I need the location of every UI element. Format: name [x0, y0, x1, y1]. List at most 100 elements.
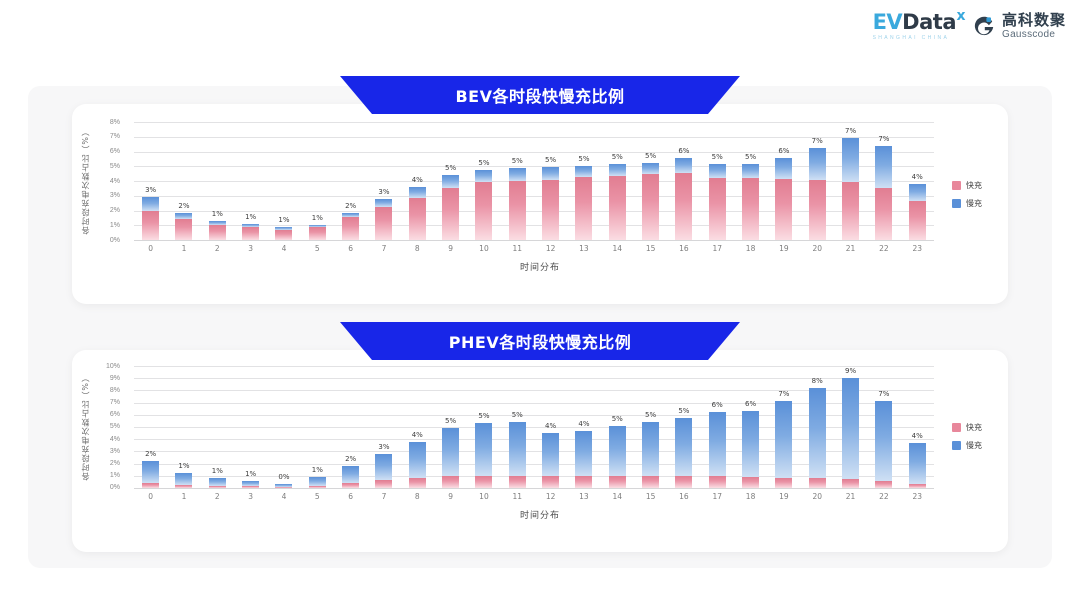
y-tick: 5% — [109, 423, 120, 431]
bar-column[interactable]: 7% — [834, 122, 867, 240]
bar-column[interactable]: 2% — [334, 122, 367, 240]
bar-column[interactable]: 5% — [501, 122, 534, 240]
grid-line — [134, 439, 934, 441]
bar-column[interactable]: 9% — [834, 366, 867, 488]
bar-column[interactable]: 1% — [201, 366, 234, 488]
bar-column[interactable]: 6% — [701, 366, 734, 488]
bar-value-label: 8% — [811, 376, 823, 385]
bar-segment-fast-charge — [642, 173, 660, 240]
bar-column[interactable]: 1% — [234, 366, 267, 488]
bar-value-label: 5% — [745, 153, 757, 162]
bar-column[interactable]: 7% — [801, 122, 834, 240]
bar-column[interactable]: 6% — [767, 122, 800, 240]
bar-column[interactable]: 1% — [167, 366, 200, 488]
bar-column[interactable]: 2% — [167, 122, 200, 240]
bar-stack — [708, 412, 726, 488]
bar-value-label: 1% — [245, 469, 257, 478]
x-tick: 8 — [414, 492, 420, 501]
bar-column[interactable]: 3% — [367, 122, 400, 240]
x-tick: 10 — [479, 492, 489, 501]
grid-line — [134, 225, 934, 227]
bar-stack — [775, 158, 793, 240]
bar-column[interactable]: 5% — [434, 366, 467, 488]
page-card: BEV各时段快慢充比例 各时段充电次数占比（%） 8% 7% 6% 5% 4% 3% 2% 1%… — [28, 76, 1052, 568]
bar-column[interactable]: 5% — [734, 122, 767, 240]
bar-value-label: 1% — [245, 212, 257, 221]
bar-column[interactable]: 5% — [434, 122, 467, 240]
bar-segment-fast-charge — [442, 476, 460, 488]
y-tick: 1% — [109, 472, 120, 480]
legend-item[interactable]: 快充 — [952, 422, 982, 433]
bar-column[interactable]: 5% — [467, 366, 500, 488]
legend-item[interactable]: 慢充 — [952, 440, 982, 451]
bar-stack — [842, 377, 860, 488]
y-tick: 3% — [109, 192, 120, 200]
bar-value-label: 5% — [478, 158, 490, 167]
bar-column[interactable]: 5% — [534, 122, 567, 240]
bar-value-label: 6% — [745, 399, 757, 408]
bar-segment-slow-charge — [575, 431, 593, 477]
x-tick: 6 — [348, 244, 354, 253]
bar-column[interactable]: 3% — [367, 366, 400, 488]
bar-column[interactable]: 4% — [567, 366, 600, 488]
bar-segment-fast-charge — [708, 178, 726, 240]
x-tick: 0 — [148, 244, 154, 253]
bar-column[interactable]: 4% — [901, 366, 934, 488]
bar-column[interactable]: 1% — [301, 122, 334, 240]
bar-value-label: 5% — [511, 157, 523, 166]
bar-column[interactable]: 7% — [767, 366, 800, 488]
bar-column[interactable]: 4% — [401, 122, 434, 240]
x-tick: 16 — [679, 244, 689, 253]
bar-stack — [208, 478, 226, 488]
bar-segment-fast-charge — [908, 484, 926, 488]
bar-value-label: 5% — [445, 164, 457, 173]
bar-segment-slow-charge — [675, 417, 693, 476]
x-tick: 0 — [148, 492, 154, 501]
bar-column[interactable]: 4% — [901, 122, 934, 240]
bar-column[interactable]: 5% — [601, 122, 634, 240]
chart-block-bev: BEV各时段快慢充比例 各时段充电次数占比（%） 8% 7% 6% 5% 4% 3% 2% 1%… — [28, 76, 1052, 316]
bar-column[interactable]: 1% — [234, 122, 267, 240]
legend-swatch-icon — [952, 181, 961, 190]
bar-column[interactable]: 0% — [267, 366, 300, 488]
x-tick: 18 — [745, 492, 756, 501]
legend-item[interactable]: 快充 — [952, 180, 982, 191]
chart-card-bev: 各时段充电次数占比（%） 8% 7% 6% 5% 4% 3% 2% 1% 0% 3% 2% 1% 1% 1%… — [72, 104, 1008, 304]
bar-value-label: 2% — [345, 201, 357, 210]
bar-column[interactable]: 5% — [634, 122, 667, 240]
bar-stack — [475, 423, 493, 488]
bar-column[interactable]: 1% — [267, 122, 300, 240]
bar-column[interactable]: 5% — [467, 122, 500, 240]
bar-column[interactable]: 2% — [334, 366, 367, 488]
legend-item[interactable]: 慢充 — [952, 198, 982, 209]
bar-column[interactable]: 5% — [634, 366, 667, 488]
bars-phev: 2% 1% 1% 1% 0% 1% 2% 3% 4% 5% 5% 5% 4% 4% 5% 5% 5% 6% 6% 7%… — [134, 366, 934, 488]
bar-column[interactable]: 4% — [401, 366, 434, 488]
bar-column[interactable]: 6% — [734, 366, 767, 488]
bar-column[interactable]: 7% — [867, 122, 900, 240]
x-tick: 20 — [812, 244, 822, 253]
bar-column[interactable]: 5% — [701, 122, 734, 240]
bar-segment-fast-charge — [775, 477, 793, 488]
bar-segment-fast-charge — [575, 476, 593, 488]
bar-column[interactable]: 7% — [867, 366, 900, 488]
bar-column[interactable]: 3% — [134, 122, 167, 240]
bar-column[interactable]: 5% — [667, 366, 700, 488]
bar-column[interactable]: 1% — [201, 122, 234, 240]
bar-value-label: 4% — [911, 432, 923, 441]
bar-column[interactable]: 6% — [667, 122, 700, 240]
bar-stack — [142, 197, 160, 240]
bar-column[interactable]: 1% — [301, 366, 334, 488]
bar-segment-slow-charge — [775, 158, 793, 179]
grid-line — [134, 390, 934, 392]
bar-column[interactable]: 2% — [134, 366, 167, 488]
legend-swatch-icon — [952, 199, 961, 208]
bar-segment-slow-charge — [475, 169, 493, 183]
bar-column[interactable]: 5% — [501, 366, 534, 488]
y-tick: 6% — [109, 411, 120, 419]
bar-column[interactable]: 4% — [534, 366, 567, 488]
bar-column[interactable]: 8% — [801, 366, 834, 488]
bar-column[interactable]: 5% — [567, 122, 600, 240]
bar-column[interactable]: 5% — [601, 366, 634, 488]
gausscode-mark-icon — [972, 15, 996, 39]
